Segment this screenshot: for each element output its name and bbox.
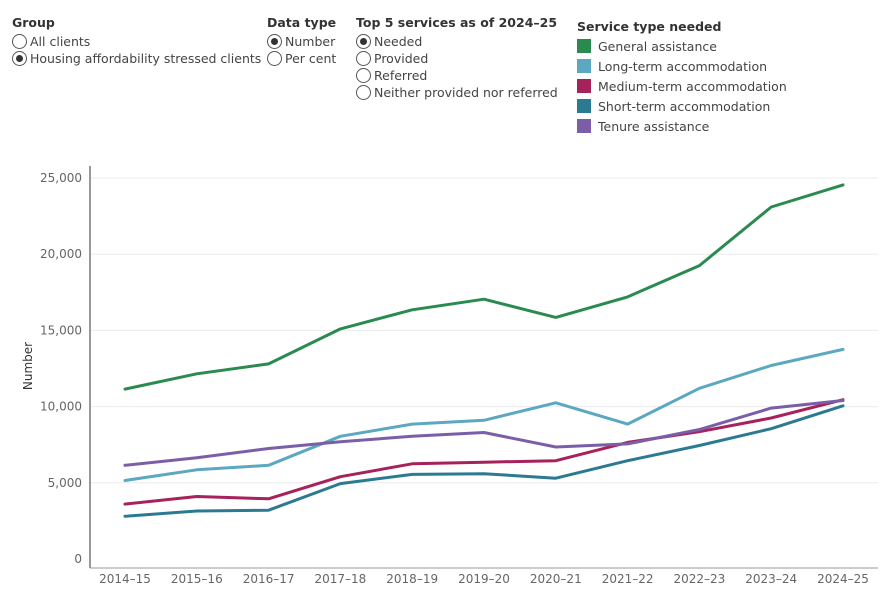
x-tick-label: 2024–25 (817, 572, 869, 586)
radio-button-icon[interactable] (356, 68, 371, 83)
y-tick-label: 20,000 (40, 247, 82, 261)
radio-button-icon[interactable] (267, 51, 282, 66)
x-tick-label: 2016–17 (243, 572, 295, 586)
legend-label: Tenure assistance (598, 118, 710, 134)
legend-label: General assistance (598, 38, 717, 54)
y-tick-label: 5,000 (48, 476, 82, 490)
radio-button-icon[interactable] (12, 34, 27, 49)
legend-label: Long-term accommodation (598, 58, 768, 74)
gridlines (90, 177, 878, 484)
legend: Service type needed General assistance L… (577, 18, 787, 136)
radio-button-selected-icon[interactable] (267, 34, 282, 49)
y-tick-labels: 0 5,000 10,000 15,000 20,000 25,000 (40, 171, 82, 566)
legend-item-tenure-assistance[interactable]: Tenure assistance (577, 116, 787, 136)
x-tick-label: 2019–20 (458, 572, 510, 586)
series-line-short-term-accommodation[interactable] (123, 404, 845, 518)
radio-option-all-clients[interactable]: All clients (12, 33, 261, 50)
x-tick-label: 2021–22 (602, 572, 654, 586)
axes (89, 166, 878, 569)
legend-title: Service type needed (577, 19, 722, 34)
radio-label: Needed (374, 34, 423, 49)
legend-item-medium-term-accommodation[interactable]: Medium-term accommodation (577, 76, 787, 96)
series-lines (123, 183, 845, 518)
data-type-filter: Data type Number Per cent (267, 14, 336, 67)
radio-option-needed[interactable]: Needed (356, 33, 558, 50)
x-tick-label: 2014–15 (99, 572, 151, 586)
radio-option-provided[interactable]: Provided (356, 50, 558, 67)
radio-label: Neither provided nor referred (374, 85, 558, 100)
legend-swatch (577, 99, 591, 113)
legend-swatch (577, 119, 591, 133)
x-tick-label: 2022–23 (673, 572, 725, 586)
x-tick-labels: 2014–15 2015–16 2016–17 2017–18 2018–19 2019–… (99, 572, 869, 586)
radio-button-icon[interactable] (356, 85, 371, 100)
y-tick-label: 0 (74, 552, 82, 566)
legend-item-short-term-accommodation[interactable]: Short-term accommodation (577, 96, 787, 116)
group-filter: Group All clients Housing affordability … (12, 14, 261, 67)
radio-option-per-cent[interactable]: Per cent (267, 50, 336, 67)
legend-swatch (577, 39, 591, 53)
top5-services-filter: Top 5 services as of 2024–25 Needed Prov… (356, 14, 558, 101)
top5-filter-title: Top 5 services as of 2024–25 (356, 15, 558, 30)
y-tick-label: 25,000 (40, 171, 82, 185)
x-tick-label: 2015–16 (171, 572, 223, 586)
legend-label: Medium-term accommodation (598, 78, 787, 94)
radio-button-selected-icon[interactable] (356, 34, 371, 49)
legend-swatch (577, 59, 591, 73)
series-line-medium-term-accommodation[interactable] (123, 398, 845, 506)
radio-button-selected-icon[interactable] (12, 51, 27, 66)
radio-option-referred[interactable]: Referred (356, 67, 558, 84)
y-tick-label: 10,000 (40, 400, 82, 414)
legend-item-general-assistance[interactable]: General assistance (577, 36, 787, 56)
legend-label: Short-term accommodation (598, 98, 771, 114)
y-tick-label: 15,000 (40, 323, 82, 337)
group-filter-title: Group (12, 15, 55, 30)
series-line-general-assistance[interactable] (123, 183, 845, 391)
radio-label: All clients (30, 34, 91, 49)
x-tick-label: 2020–21 (530, 572, 582, 586)
y-axis-title: Number (21, 342, 35, 390)
radio-option-neither[interactable]: Neither provided nor referred (356, 84, 558, 101)
radio-label: Referred (374, 68, 428, 83)
radio-option-housing-stressed[interactable]: Housing affordability stressed clients (12, 50, 261, 67)
radio-label: Per cent (285, 51, 337, 66)
radio-button-icon[interactable] (356, 51, 371, 66)
legend-swatch (577, 79, 591, 93)
series-line-tenure-assistance[interactable] (123, 399, 845, 467)
radio-label: Provided (374, 51, 429, 66)
radio-option-number[interactable]: Number (267, 33, 336, 50)
x-tick-label: 2017–18 (314, 572, 366, 586)
radio-label: Housing affordability stressed clients (30, 51, 262, 66)
x-tick-label: 2023–24 (745, 572, 797, 586)
series-line-long-term-accommodation[interactable] (123, 347, 845, 482)
legend-item-long-term-accommodation[interactable]: Long-term accommodation (577, 56, 787, 76)
x-tick-label: 2018–19 (386, 572, 438, 586)
data-type-filter-title: Data type (267, 15, 337, 30)
radio-label: Number (285, 34, 336, 49)
